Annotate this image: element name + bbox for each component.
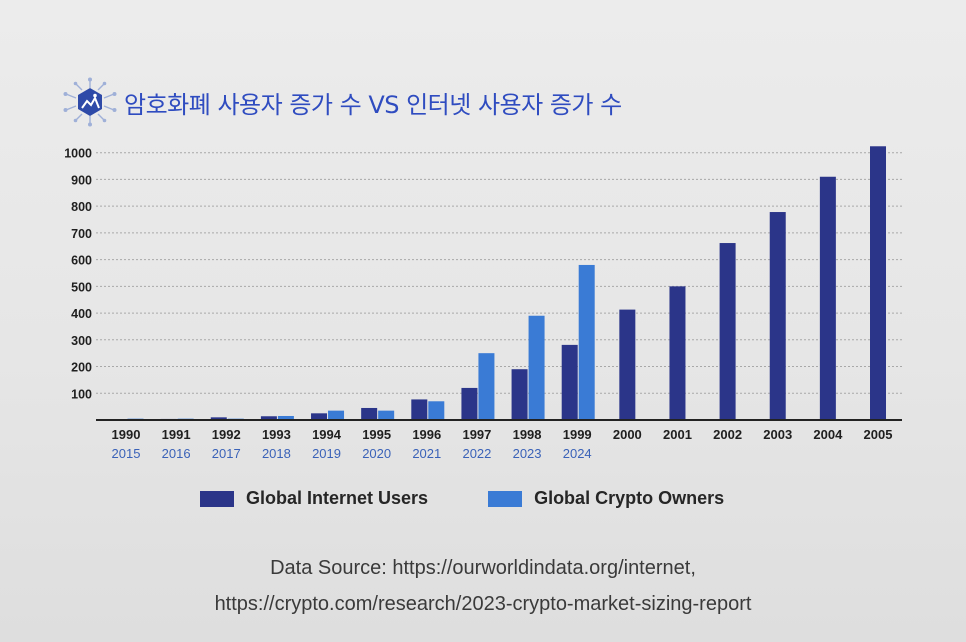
bar-internet-2002 bbox=[719, 243, 736, 420]
bar-internet-1997 bbox=[461, 387, 478, 420]
source-line-2: https://crypto.com/research/2023-crypto-… bbox=[214, 593, 752, 615]
chart-title: 암호화폐 사용자 증가 수 VS 인터넷 사용자 증가 수 bbox=[124, 90, 622, 119]
x-tick-label-secondary: 2016 bbox=[162, 446, 191, 461]
x-tick-label: 1992 bbox=[212, 427, 241, 442]
bar-internet-2003 bbox=[769, 212, 786, 420]
x-tick-label: 2005 bbox=[864, 427, 893, 442]
source-line-1: Data Source: https://ourworldindata.org/… bbox=[270, 557, 696, 579]
x-tick-label-secondary: 2020 bbox=[362, 446, 391, 461]
bar-internet-1992 bbox=[210, 417, 227, 420]
x-tick-label: 1991 bbox=[162, 427, 191, 442]
bar-crypto-1993 bbox=[277, 415, 294, 420]
x-tick-label: 2004 bbox=[813, 427, 843, 442]
data-source: Data Source: https://ourworldindata.org/… bbox=[0, 550, 966, 622]
bar-crypto-1997 bbox=[478, 353, 495, 420]
y-tick-label: 500 bbox=[71, 280, 92, 294]
x-tick-label: 1997 bbox=[462, 427, 491, 442]
bar-crypto-1996 bbox=[428, 401, 445, 420]
x-tick-label-secondary: 2019 bbox=[312, 446, 341, 461]
legend-item-crypto: Global Crypto Owners bbox=[488, 488, 724, 509]
bar-crypto-1994 bbox=[328, 410, 345, 420]
y-axis: 100 200 300 400 500 600 700 800 900 1000 bbox=[64, 147, 92, 402]
bar-crypto-1999 bbox=[578, 264, 595, 420]
x-tick-label: 1994 bbox=[312, 427, 342, 442]
x-tick-label-secondary: 2023 bbox=[513, 446, 542, 461]
x-tick-label-secondary: 2021 bbox=[412, 446, 441, 461]
legend-label-crypto: Global Crypto Owners bbox=[534, 488, 725, 508]
legend: Global Internet Users Global Crypto Owne… bbox=[200, 488, 784, 509]
y-tick-label: 100 bbox=[71, 387, 92, 401]
y-tick-label: 200 bbox=[71, 361, 92, 375]
x-tick-label: 2002 bbox=[713, 427, 742, 442]
bar-internet-1998 bbox=[511, 369, 528, 420]
y-tick-label: 700 bbox=[71, 227, 92, 241]
x-tick-label: 1996 bbox=[412, 427, 441, 442]
x-tick-label: 2003 bbox=[763, 427, 792, 442]
y-tick-label: 1000 bbox=[64, 147, 92, 161]
bar-internet-1993 bbox=[260, 416, 277, 420]
x-tick-label: 1993 bbox=[262, 427, 291, 442]
bar-internet-2000 bbox=[619, 309, 636, 420]
x-tick-label-secondary: 2018 bbox=[262, 446, 291, 461]
bar-internet-1995 bbox=[361, 407, 378, 420]
bar-internet-2005 bbox=[870, 146, 886, 420]
circuit-hexagon-icon bbox=[63, 77, 117, 127]
bar-crypto-1998 bbox=[528, 315, 545, 420]
y-tick-label: 400 bbox=[71, 307, 92, 321]
chart-header: 암호화폐 사용자 증가 수 VS 인터넷 사용자 증가 수 bbox=[62, 76, 622, 128]
x-tick-label-secondary: 2022 bbox=[462, 446, 491, 461]
x-axis-labels: 1990 2015 1991 2016 1992 2017 1993 2018 1994 2019… bbox=[112, 427, 893, 461]
bar-chart: 100 200 300 400 500 600 700 800 900 1000 1990 2015… bbox=[64, 146, 902, 461]
bar-crypto-1995 bbox=[378, 410, 395, 420]
bar-internet-1999 bbox=[561, 344, 578, 420]
bar-internet-1994 bbox=[311, 413, 328, 420]
y-tick-label: 600 bbox=[71, 254, 92, 268]
x-tick-label-secondary: 2024 bbox=[563, 446, 592, 461]
x-tick-label: 1990 bbox=[112, 427, 141, 442]
legend-swatch-crypto bbox=[488, 490, 523, 507]
bars bbox=[110, 146, 886, 420]
y-tick-label: 800 bbox=[71, 200, 92, 214]
bar-internet-1996 bbox=[411, 399, 428, 420]
x-tick-label-secondary: 2017 bbox=[212, 446, 241, 461]
x-tick-label: 1998 bbox=[513, 427, 542, 442]
legend-swatch-internet bbox=[200, 490, 234, 507]
x-tick-label-secondary: 2015 bbox=[112, 446, 141, 461]
x-tick-label: 2000 bbox=[613, 427, 642, 442]
y-tick-label: 900 bbox=[71, 173, 92, 187]
y-tick-label: 300 bbox=[71, 334, 92, 348]
x-tick-label: 1995 bbox=[362, 427, 391, 442]
legend-item-internet: Global Internet Users bbox=[200, 488, 428, 509]
legend-label-internet: Global Internet Users bbox=[246, 488, 429, 508]
bar-internet-2001 bbox=[669, 286, 686, 420]
x-tick-label: 2001 bbox=[663, 427, 692, 442]
bar-internet-2004 bbox=[819, 176, 836, 420]
x-tick-label: 1999 bbox=[563, 427, 592, 442]
